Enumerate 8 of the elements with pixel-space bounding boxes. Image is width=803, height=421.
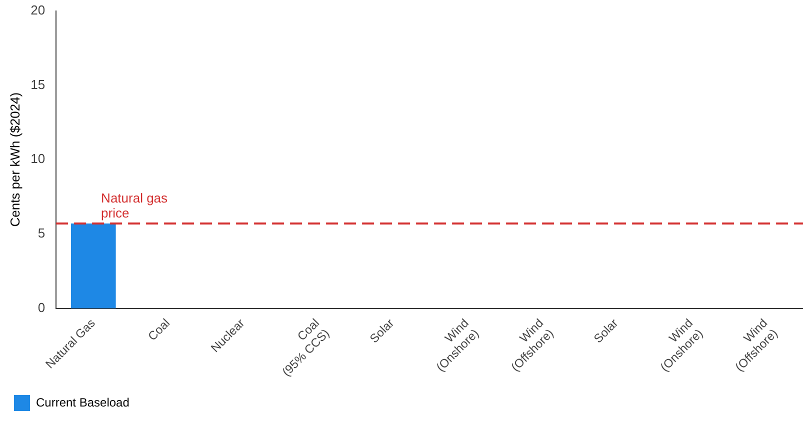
y-axis-title: Cents per kWh ($2024) bbox=[7, 92, 22, 227]
ref-line-label: Natural gas price bbox=[101, 190, 168, 221]
y-tick-label: 5 bbox=[38, 226, 46, 241]
y-tick-label: 0 bbox=[38, 300, 46, 315]
y-tick-label: 15 bbox=[30, 76, 46, 92]
y-tick-label: 20 bbox=[30, 2, 46, 18]
y-tick-label: 10 bbox=[30, 151, 46, 166]
legend-label: Current Baseload bbox=[36, 395, 130, 410]
